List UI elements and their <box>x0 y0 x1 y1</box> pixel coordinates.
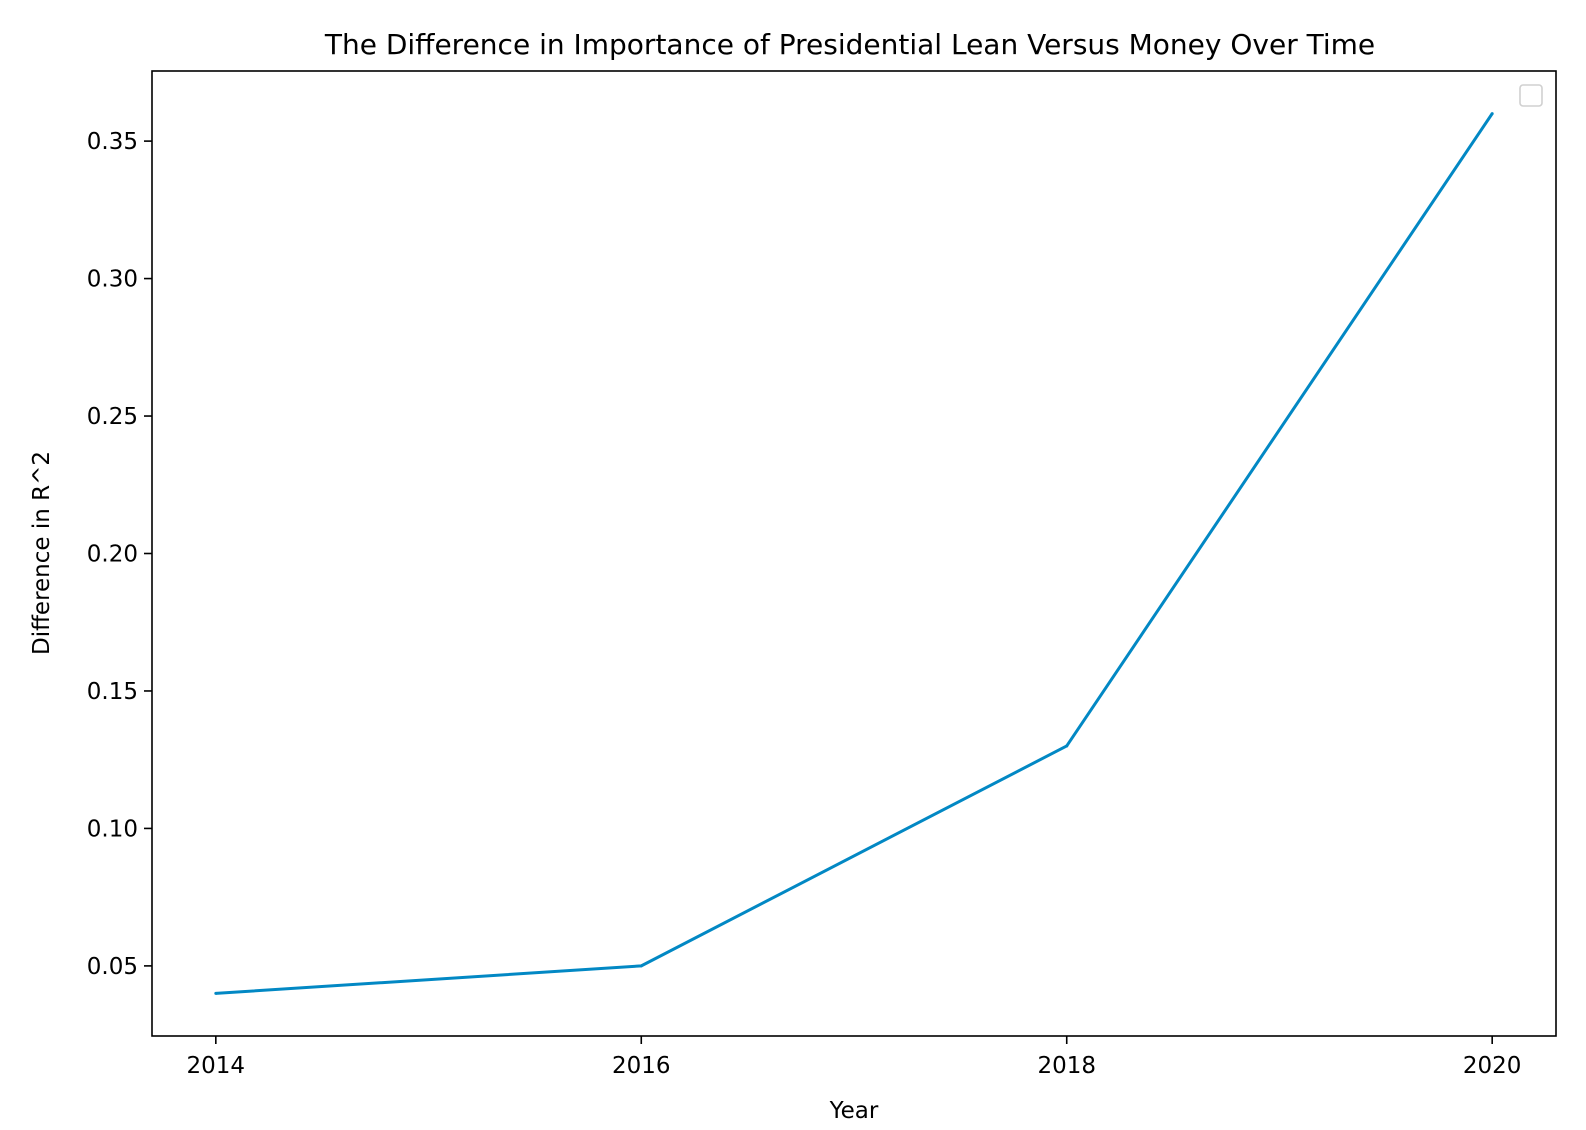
x-axis: 2014 2016 2018 2020 <box>187 1036 1522 1079</box>
series-layer <box>214 112 1494 995</box>
y-tick-label: 0.10 <box>87 816 138 842</box>
data-point <box>1065 744 1069 748</box>
data-point <box>214 991 218 995</box>
y-tick-label: 0.35 <box>87 129 138 155</box>
x-tick-label: 2016 <box>612 1053 671 1079</box>
plot-area <box>151 70 1557 1037</box>
data-point <box>639 964 643 968</box>
y-tick-label: 0.30 <box>87 267 138 293</box>
y-axis: 0.05 0.10 0.15 0.20 0.25 0.30 0.35 <box>87 129 152 980</box>
y-tick-label: 0.20 <box>87 542 138 568</box>
legend-box <box>1519 84 1543 107</box>
y-tick-label: 0.25 <box>87 404 138 430</box>
x-tick-label: 2020 <box>1463 1053 1522 1079</box>
y-tick-label: 0.15 <box>87 679 138 705</box>
x-axis-label: Year <box>829 1098 879 1124</box>
series-line <box>215 112 1494 995</box>
axes-frame <box>151 70 1557 1037</box>
x-tick-label: 2018 <box>1037 1053 1096 1079</box>
y-axis-label: Difference in R^2 <box>29 451 55 655</box>
data-point <box>1490 112 1494 116</box>
y-tick-label: 0.05 <box>87 954 138 980</box>
x-tick-label: 2014 <box>187 1053 246 1079</box>
chart-title: The Difference in Importance of Presiden… <box>324 28 1375 61</box>
